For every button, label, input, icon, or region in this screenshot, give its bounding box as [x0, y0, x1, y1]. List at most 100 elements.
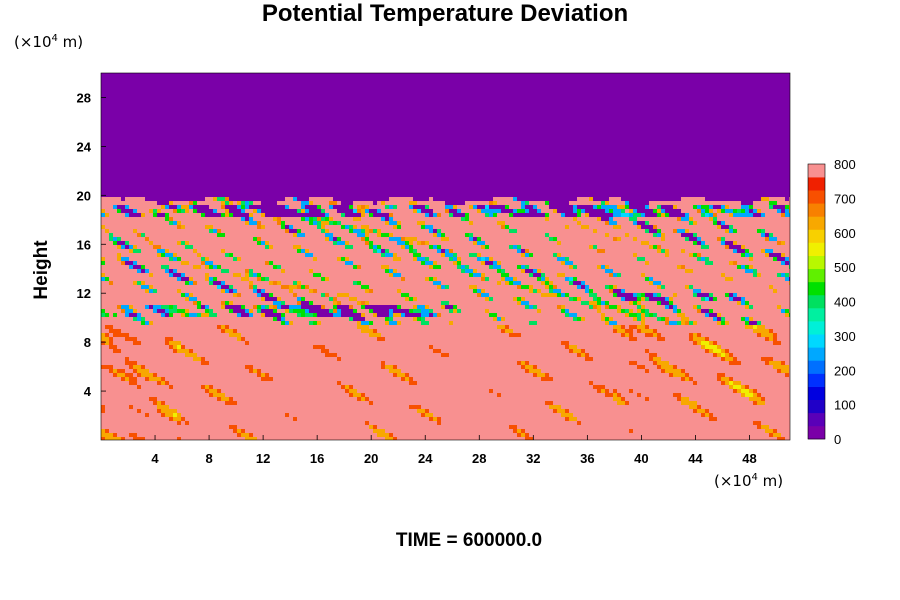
- heatmap-cell: [241, 105, 245, 109]
- heatmap-cell: [565, 185, 569, 189]
- heatmap-cell: [721, 149, 725, 153]
- heatmap-cell: [513, 105, 517, 109]
- heatmap-cell: [325, 93, 329, 97]
- heatmap-cell: [737, 73, 741, 77]
- heatmap-cell: [593, 105, 597, 109]
- heatmap-cell: [121, 185, 125, 189]
- heatmap-cell: [253, 145, 257, 149]
- heatmap-cell: [409, 105, 413, 109]
- heatmap-cell: [373, 169, 377, 173]
- heatmap-cell: [701, 97, 705, 101]
- heatmap-cell: [465, 121, 469, 125]
- heatmap-cell: [273, 157, 277, 161]
- heatmap-cell: [777, 89, 781, 93]
- heatmap-cell: [777, 169, 781, 173]
- heatmap-cell: [565, 89, 569, 93]
- heatmap-cell: [537, 113, 541, 117]
- heatmap-cell: [421, 161, 425, 165]
- heatmap-cell: [525, 149, 529, 153]
- heatmap-cell: [129, 89, 133, 93]
- heatmap-cell: [385, 101, 389, 105]
- heatmap-cell: [433, 73, 437, 77]
- heatmap-cell: [257, 177, 261, 181]
- heatmap-cell: [721, 121, 725, 125]
- heatmap-cell: [253, 133, 257, 137]
- heatmap-cell: [253, 169, 257, 173]
- heatmap-cell: [385, 89, 389, 93]
- heatmap-cell: [697, 153, 701, 157]
- heatmap-cell: [205, 173, 209, 177]
- heatmap-cell: [717, 181, 721, 185]
- heatmap-cell: [425, 89, 429, 93]
- heatmap-cell: [749, 141, 753, 145]
- heatmap-cell: [337, 153, 341, 157]
- heatmap-cell: [265, 125, 269, 129]
- heatmap-cell: [189, 133, 193, 137]
- heatmap-cell: [509, 85, 513, 89]
- heatmap-cell: [237, 125, 241, 129]
- heatmap-cell: [437, 165, 441, 169]
- heatmap-cell: [557, 157, 561, 161]
- heatmap-cell: [513, 145, 517, 149]
- heatmap-cell: [609, 133, 613, 137]
- heatmap-cell: [557, 117, 561, 121]
- heatmap-cell: [113, 173, 117, 177]
- heatmap-cell: [293, 153, 297, 157]
- heatmap-cell: [241, 141, 245, 145]
- heatmap-cell: [601, 93, 605, 97]
- heatmap-cell: [697, 133, 701, 137]
- heatmap-cell: [281, 77, 285, 81]
- heatmap-cell: [649, 181, 653, 185]
- heatmap-cell: [777, 141, 781, 145]
- heatmap-cell: [501, 101, 505, 105]
- heatmap-cell: [661, 97, 665, 101]
- heatmap-cell: [289, 169, 293, 173]
- heatmap-cell: [665, 125, 669, 129]
- heatmap-cell: [437, 113, 441, 117]
- heatmap-cell: [321, 109, 325, 113]
- heatmap-cell: [365, 149, 369, 153]
- heatmap-cell: [409, 77, 413, 81]
- heatmap-cell: [549, 113, 553, 117]
- heatmap-cell: [741, 73, 745, 77]
- heatmap-cell: [725, 153, 729, 157]
- heatmap-cell: [445, 141, 449, 145]
- heatmap-cell: [413, 89, 417, 93]
- heatmap-cell: [357, 165, 361, 169]
- heatmap-cell: [489, 141, 493, 145]
- heatmap-cell: [789, 101, 793, 105]
- heatmap-cell: [241, 125, 245, 129]
- heatmap-cell: [705, 117, 709, 121]
- heatmap-cell: [693, 109, 697, 113]
- heatmap-cell: [377, 181, 381, 185]
- heatmap-cell: [709, 173, 713, 177]
- heatmap-cell: [465, 133, 469, 137]
- heatmap-cell: [677, 97, 681, 101]
- heatmap-cell: [269, 181, 273, 185]
- heatmap-cell: [265, 73, 269, 77]
- heatmap-cell: [105, 177, 109, 181]
- heatmap-cell: [597, 109, 601, 113]
- heatmap-cell: [713, 77, 717, 81]
- heatmap-cell: [293, 181, 297, 185]
- heatmap-cell: [285, 97, 289, 101]
- heatmap-cell: [741, 141, 745, 145]
- heatmap-cell: [313, 157, 317, 161]
- heatmap-cell: [785, 81, 789, 85]
- heatmap-cell: [509, 141, 513, 145]
- heatmap-cell: [257, 89, 261, 93]
- heatmap-cell: [657, 93, 661, 97]
- heatmap-cell: [641, 77, 645, 81]
- heatmap-cell: [513, 93, 517, 97]
- heatmap-cell: [509, 73, 513, 77]
- heatmap-cell: [409, 133, 413, 137]
- heatmap-cell: [605, 173, 609, 177]
- heatmap-cell: [429, 145, 433, 149]
- heatmap-cell: [497, 77, 501, 81]
- heatmap-cell: [653, 137, 657, 141]
- heatmap-cell: [517, 157, 521, 161]
- heatmap-cell: [545, 117, 549, 121]
- heatmap-cell: [281, 149, 285, 153]
- heatmap-cell: [657, 145, 661, 149]
- heatmap-cell: [177, 145, 181, 149]
